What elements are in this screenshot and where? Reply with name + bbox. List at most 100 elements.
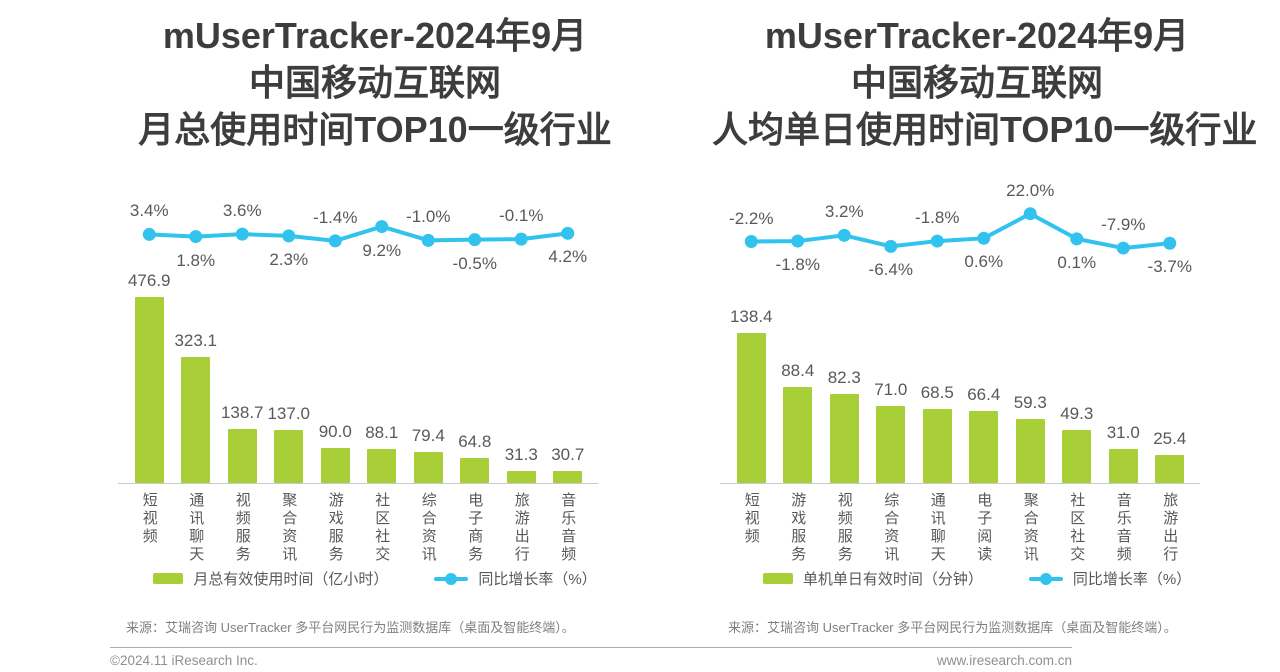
bar — [320, 447, 350, 483]
line-legend-label: 同比增长率（%） — [478, 571, 597, 588]
growth-rate-label: -1.0% — [406, 207, 451, 227]
line-point — [142, 227, 156, 241]
line-point — [561, 226, 575, 240]
category-axis: 短视频 通讯聊天 视频服务 聚合资讯 游戏服务 社区社交 综合资讯 电子商务 旅游出行 音乐音频 — [126, 492, 591, 564]
bar-value-label: 137.0 — [267, 403, 311, 423]
bar — [969, 411, 999, 483]
bar — [134, 297, 164, 483]
bar-value-label: 323.1 — [174, 330, 218, 350]
bar-value-label: 79.4 — [411, 426, 445, 446]
growth-rate-label: -1.8% — [775, 255, 820, 275]
growth-rate-label: -6.4% — [868, 260, 913, 280]
bar — [367, 448, 397, 483]
growth-rate-label: 0.1% — [1057, 252, 1097, 272]
category-label: 游戏服务 — [789, 492, 807, 564]
growth-rate-label: 9.2% — [362, 240, 402, 260]
growth-rate-label: -7.9% — [1101, 215, 1146, 235]
category-label: 短视频 — [742, 492, 760, 546]
category-label: 社区社交 — [1068, 492, 1086, 564]
growth-line — [749, 211, 1172, 251]
line-point — [1070, 232, 1084, 246]
category-label: 音乐音频 — [1114, 492, 1132, 564]
bar-value-label: 476.9 — [127, 271, 171, 290]
footer-bar: ©2024.11 iResearch Inc. www.iresearch.co… — [110, 647, 1072, 668]
chart-title-line: 月总使用时间TOP10一级行业 — [138, 109, 612, 150]
x-axis-line — [720, 483, 1200, 484]
line-legend-swatch-icon — [434, 572, 469, 585]
growth-rate-label: -2.2% — [729, 208, 774, 228]
growth-rate-label: 1.8% — [176, 250, 216, 270]
website-text: www.iresearch.com.cn — [936, 653, 1072, 668]
chart-title-line: 中国移动互联网 — [850, 62, 1103, 103]
bar-value-label: 88.4 — [781, 361, 815, 381]
category-label: 聚合资讯 — [280, 492, 298, 564]
line-point — [1116, 241, 1130, 255]
category-label: 聚合资讯 — [1021, 492, 1039, 564]
line-point — [328, 234, 342, 248]
legend: 月总有效使用时间（亿小时） 同比增长率（%） — [110, 568, 640, 589]
line-point — [282, 229, 296, 243]
growth-rate-label: 4.2% — [548, 247, 588, 267]
bar — [553, 471, 583, 483]
bar — [413, 452, 443, 483]
bar — [506, 470, 536, 483]
bar — [274, 429, 304, 483]
chart-title-line: 人均单日使用时间TOP10一级行业 — [712, 109, 1258, 150]
bar — [1155, 455, 1185, 483]
bar-value-label: 30.7 — [551, 445, 585, 465]
line-point — [235, 227, 249, 241]
line-point — [514, 232, 528, 246]
line-point — [1023, 207, 1037, 221]
chart-title-line: 中国移动互联网 — [248, 62, 501, 103]
category-label: 游戏服务 — [326, 492, 344, 564]
line-point — [837, 228, 851, 242]
growth-rate-label: 22.0% — [1006, 180, 1055, 200]
growth-rate-label: -0.1% — [499, 206, 544, 226]
bar-value-label: 66.4 — [967, 385, 1001, 405]
line-point — [791, 234, 805, 248]
category-label: 通讯聊天 — [187, 492, 205, 564]
category-label: 综合资讯 — [882, 492, 900, 564]
growth-rate-label: -1.8% — [915, 208, 960, 228]
growth-rate-label: 0.6% — [964, 252, 1004, 272]
chart-title: mUserTracker-2024年9月 中国移动互联网 人均单日使用时间TOP… — [712, 12, 1258, 153]
x-axis-line — [118, 483, 598, 484]
bar — [829, 393, 859, 483]
bar — [736, 333, 766, 483]
growth-rate-label: -3.7% — [1147, 257, 1192, 277]
category-label: 电子商务 — [466, 492, 484, 564]
category-label: 旅游出行 — [1161, 492, 1179, 564]
bar-value-label: 64.8 — [458, 431, 492, 451]
plot-area: -2.2% -1.8% 3.2% -6.4% -1.8% 0.6% 22.0% 0.1% -7.… — [720, 0, 1200, 564]
category-label: 综合资讯 — [419, 492, 437, 564]
chart-panel-daily-per-user-time: mUserTracker-2024年9月 中国移动互联网 人均单日使用时间TOP… — [712, 0, 1258, 645]
growth-line-chart — [142, 220, 575, 248]
line-point — [189, 230, 203, 244]
bar — [922, 408, 952, 483]
category-label: 通讯聊天 — [928, 492, 946, 564]
category-label: 社区社交 — [373, 492, 391, 564]
growth-line — [147, 224, 570, 243]
bar-legend-label: 单机单日有效时间（分钟） — [802, 571, 983, 588]
bar — [227, 428, 257, 483]
source-note: 来源：艾瑞咨询 UserTracker 多平台网民行为监测数据库（桌面及智能终端… — [728, 620, 1177, 635]
bar-value-label: 138.7 — [220, 402, 264, 422]
category-label: 短视频 — [140, 492, 158, 546]
growth-rate-label: 3.2% — [824, 202, 864, 222]
bar — [460, 457, 490, 483]
bar-legend-swatch-icon — [762, 573, 793, 584]
plot-area: 3.4% 1.8% 3.6% 2.3% -1.4% 9.2% -1.0% -0.5% -0.1%… — [118, 0, 598, 564]
bar — [181, 356, 211, 483]
bar-value-label: 25.4 — [1153, 429, 1187, 449]
bar — [876, 406, 906, 483]
line-point — [1163, 236, 1177, 250]
bar — [1062, 429, 1092, 483]
category-label: 旅游出行 — [512, 492, 530, 564]
line-point — [468, 233, 482, 247]
line-legend-label: 同比增长率（%） — [1072, 571, 1192, 588]
line-legend-swatch-icon — [1028, 572, 1063, 585]
category-label: 视频服务 — [233, 492, 251, 564]
category-label: 电子阅读 — [975, 492, 993, 564]
bar-value-label: 90.0 — [318, 421, 352, 441]
